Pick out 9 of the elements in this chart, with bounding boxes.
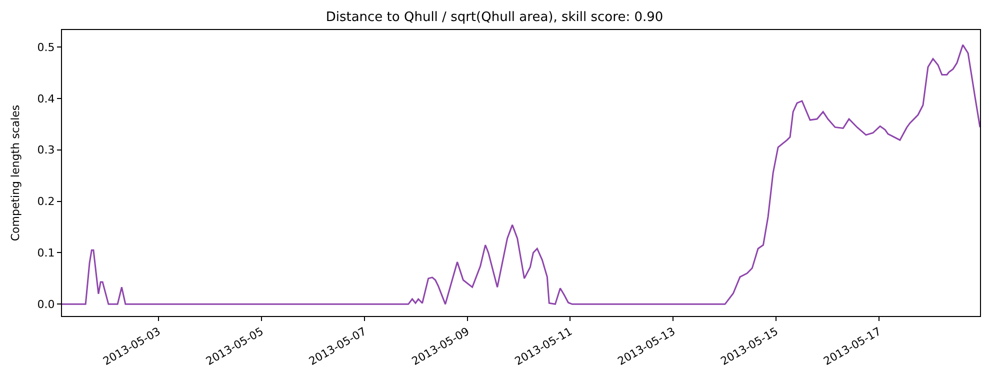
y-tick-label: 0.4 (37, 92, 55, 106)
y-axis-title: Competing length scales (8, 104, 22, 242)
chart-title: Distance to Qhull / sqrt(Qhull area), skill score: 0.90 (326, 10, 664, 25)
y-tick-label: 0.1 (37, 246, 55, 260)
y-tick-label: 0.5 (37, 40, 55, 54)
y-tick-label: 0.0 (37, 298, 55, 312)
y-tick-label: 0.3 (37, 144, 55, 157)
y-tick-label: 0.2 (37, 195, 55, 208)
line-series (62, 44, 980, 305)
